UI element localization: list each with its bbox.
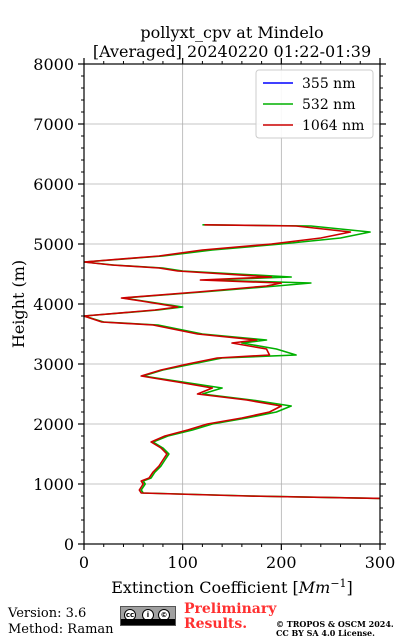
preliminary-line1: Preliminary (184, 601, 277, 617)
copyright-text: © TROPOS & OSCM 2024. (276, 619, 394, 629)
footer-info: Version: 3.6 Method: Raman (8, 606, 114, 638)
preliminary-line2: Results. (184, 616, 248, 632)
x-tick-label: 200 (266, 553, 297, 572)
version-text: Version: 3.6 (8, 606, 87, 621)
series-layer (84, 224, 380, 500)
y-tick-label: 2000 (33, 415, 74, 434)
x-tick-label: 300 (365, 553, 396, 572)
series-line-1064-nm (84, 224, 380, 500)
x-axis-label-unit: Mm (298, 578, 331, 597)
legend-label-532: 532 nm (302, 97, 355, 113)
x-axis-label-exponent: −1 (330, 577, 346, 590)
legend: 355 nm 532 nm 1064 nm (255, 69, 374, 139)
license-text: CC BY SA 4.0 License. (276, 628, 375, 638)
cc-by-sa-logo: cc i © (120, 606, 176, 626)
y-tick-label: 6000 (33, 175, 74, 194)
y-tick-label: 7000 (33, 115, 74, 134)
y-tick-label: 5000 (33, 235, 74, 254)
x-tick-label: 0 (79, 553, 89, 572)
y-tick-label: 8000 (33, 55, 74, 74)
x-axis-label-text: Extinction Coefficient [ (111, 578, 299, 597)
sa-icon: © (158, 609, 170, 621)
axis-ticks: 0 100 200 300010002000300040005000600070008… (33, 55, 395, 572)
preliminary-notice: Preliminary Results. (184, 602, 276, 632)
x-axis-label-close: ] (347, 578, 353, 597)
legend-box (255, 69, 374, 139)
method-text: Method: Raman (8, 622, 114, 637)
y-tick-label: 0 (64, 535, 74, 554)
y-tick-label: 4000 (33, 295, 74, 314)
x-tick-label: 100 (167, 553, 198, 572)
x-axis-label: Extinction Coefficient [Mm−1] (111, 577, 353, 597)
extinction-chart: pollyxt_cpv at Mindelo [Averaged] 202402… (9, 23, 395, 597)
cc-logo-band (121, 619, 175, 625)
chart-title-line2: [Averaged] 20240220 01:22-01:39 (93, 42, 371, 61)
legend-label-1064: 1064 nm (302, 118, 364, 134)
license-info: © TROPOS & OSCM 2024. CC BY SA 4.0 Licen… (276, 620, 394, 638)
legend-label-355: 355 nm (302, 76, 355, 92)
y-tick-label: 3000 (33, 355, 74, 374)
chart-title-line1: pollyxt_cpv at Mindelo (140, 23, 323, 42)
y-axis-label: Height (m) (9, 260, 28, 348)
y-tick-label: 1000 (33, 475, 74, 494)
